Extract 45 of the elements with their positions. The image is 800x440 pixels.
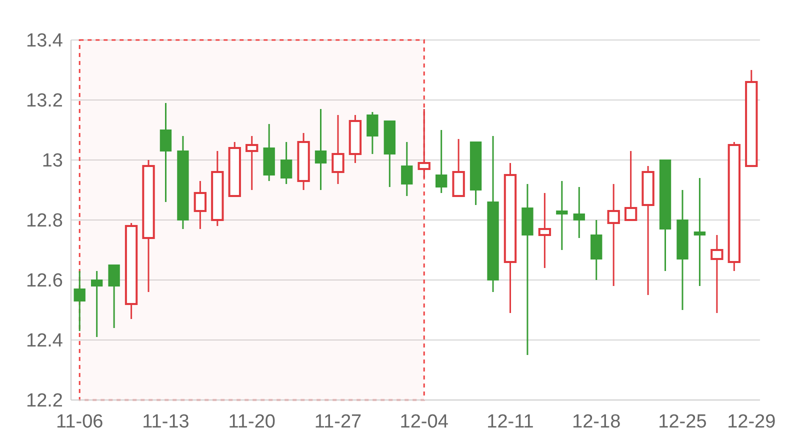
candlestick: [108, 264, 120, 329]
y-tick-label: 12.6: [26, 270, 63, 292]
candlestick: [522, 183, 534, 356]
candlestick: [160, 102, 172, 203]
candlestick: [694, 177, 706, 287]
candlestick: [332, 114, 344, 185]
candlestick: [263, 123, 275, 182]
y-tick-label: 13.4: [26, 30, 64, 52]
candlestick: [624, 150, 638, 221]
candlestick: [590, 219, 602, 281]
candlestick: [74, 270, 86, 332]
x-tick-label: 12-11: [486, 411, 534, 432]
candlestick: [470, 142, 482, 206]
candlestick: [436, 129, 448, 194]
candlestick: [676, 189, 688, 311]
x-tick-label: 11-06: [56, 411, 104, 432]
y-tick-label: 12.2: [26, 390, 63, 412]
candlestick: [194, 180, 207, 230]
y-tick-label: 12.4: [26, 330, 64, 352]
candlestick: [504, 162, 517, 314]
candlestick: [538, 192, 552, 269]
candlestick: [573, 186, 585, 239]
x-tick-label: 12-25: [658, 411, 707, 432]
candlestick: [91, 270, 103, 338]
candlestick: [384, 120, 396, 188]
candlestick: [745, 69, 758, 167]
x-tick-label: 11-13: [142, 411, 190, 432]
candlestick: [487, 135, 499, 293]
y-tick-label: 13.2: [26, 90, 63, 112]
candlestick: [452, 138, 465, 197]
candlestick: [659, 160, 672, 272]
candlestick: [314, 108, 327, 191]
x-tick-label: 11-20: [228, 411, 276, 432]
y-tick-label: 12.8: [26, 210, 63, 232]
x-tick-label: 12-29: [727, 411, 776, 432]
x-tick-label: 12-04: [400, 411, 449, 432]
y-tick-label: 13: [42, 150, 63, 172]
x-tick-label: 12-18: [572, 411, 621, 432]
candlestick: [177, 135, 189, 230]
candlestick: [556, 180, 568, 251]
candlestick: [710, 234, 724, 314]
candlestick: [401, 141, 413, 197]
candlestick: [280, 141, 292, 185]
x-tick-label: 11-27: [314, 411, 362, 432]
candlestick: [607, 183, 620, 287]
